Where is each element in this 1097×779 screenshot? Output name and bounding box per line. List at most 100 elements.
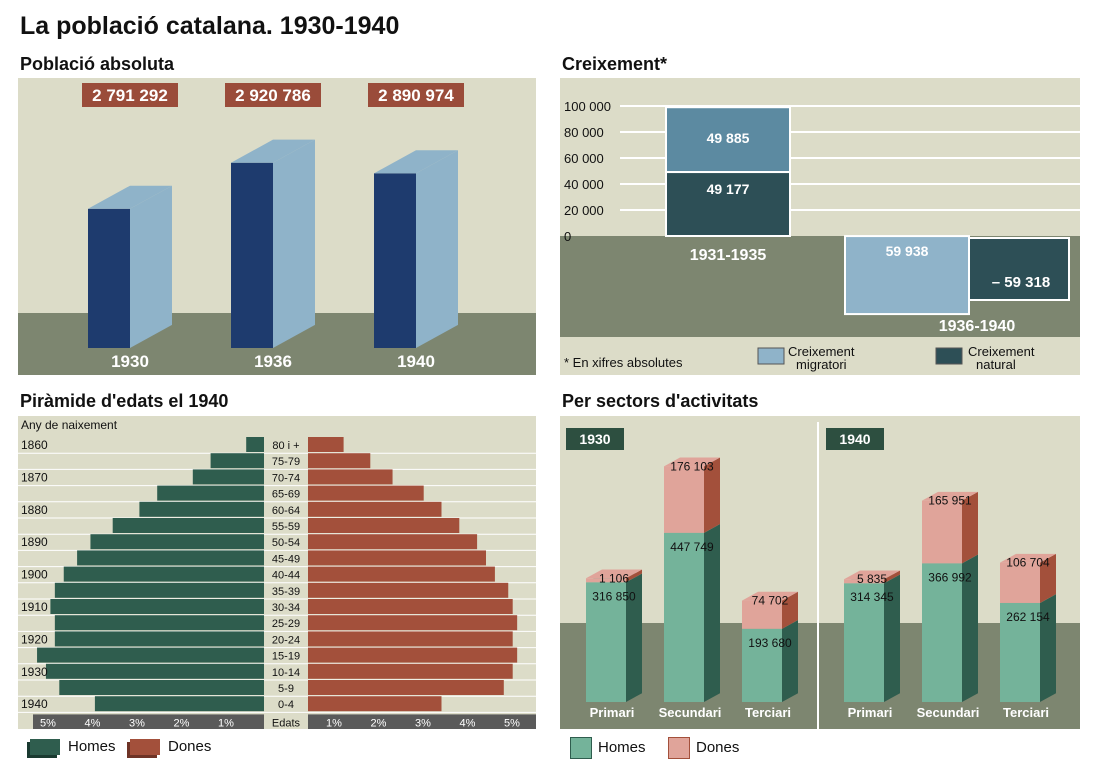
dones-value-label: 176 103 <box>670 459 714 473</box>
year-tag-box <box>566 428 624 450</box>
legend-label: migratori <box>796 357 847 372</box>
birth-year-label: 1940 <box>21 697 48 711</box>
birth-axis-label: Any de naixement <box>21 418 118 432</box>
value-label-box <box>225 83 321 107</box>
bar-dones <box>308 663 513 679</box>
age-group-label: 65-69 <box>272 489 300 501</box>
age-group-label: 50-54 <box>272 537 300 549</box>
population-bar-1936-side <box>273 139 315 348</box>
bar-dones <box>308 437 344 452</box>
age-axis-label: Edats <box>272 717 301 729</box>
bar-homes <box>45 663 265 679</box>
dones-value-label: 74 702 <box>752 594 789 608</box>
bar-value-label: 49 885 <box>707 130 750 146</box>
age-group-label: 0-4 <box>278 699 294 711</box>
absolute-population-chart: 2 791 292 1930 2 920 786 1936 2 890 974 1940 <box>18 78 536 375</box>
population-bar-1940-front <box>374 173 416 348</box>
homes-value-label: 193 680 <box>748 636 792 650</box>
bar-homes <box>94 696 265 712</box>
legend-swatch-dones <box>668 737 690 759</box>
legend-swatch-dones <box>130 739 160 755</box>
population-bar-1936-top <box>231 139 315 163</box>
sector-bar-homes-Secundari-side <box>962 554 978 702</box>
panel-title-growth: Creixement* <box>562 54 668 74</box>
sector-bar-homes-Primari-front <box>586 582 626 702</box>
bar-dones <box>308 550 486 566</box>
birth-year-label: 1890 <box>21 535 48 549</box>
age-group-label: 25-29 <box>272 618 300 630</box>
age-group-label: 20-24 <box>272 634 300 646</box>
bar-homes <box>192 469 264 485</box>
year-label: 1940 <box>397 352 435 371</box>
birth-year-label: 1860 <box>21 438 48 452</box>
bar-dones <box>308 485 424 501</box>
value-label-box <box>82 83 178 107</box>
sector-label: Terciari <box>1003 705 1049 720</box>
sector-bar-dones-Secundari-side <box>704 457 720 533</box>
birth-year-label: 1930 <box>21 665 48 679</box>
sector-bar-homes-Primari-side <box>884 574 900 702</box>
x-tick-label: 3% <box>415 717 431 729</box>
bar-homes <box>50 599 265 614</box>
bar-migratori-1936-1940 <box>844 235 970 316</box>
y-tick-label: 80 000 <box>564 125 604 140</box>
sector-bar-dones-Primari-top <box>586 569 642 579</box>
sector-label: Primari <box>590 705 635 720</box>
growth-chart: 100 000 80 000 60 000 40 000 20 000 0 49 885 49… <box>560 78 1080 375</box>
x-tick-label: 1% <box>218 717 234 729</box>
sector-bar-dones-Terciari-side <box>782 591 798 629</box>
sector-bar-dones-Secundari-front <box>664 466 704 533</box>
bar-natural-1931-1935 <box>665 171 791 237</box>
age-group-label: 30-34 <box>272 602 300 614</box>
age-group-label: 70-74 <box>272 472 300 484</box>
birth-year-label: 1880 <box>21 503 48 517</box>
population-bar-1930-side <box>130 185 172 348</box>
value-label: 2 890 974 <box>378 86 454 105</box>
sector-bar-dones-Secundari-front <box>922 500 962 564</box>
y-tick-label: 40 000 <box>564 177 604 192</box>
x-tick-label: 2% <box>371 717 387 729</box>
age-group-label: 75-79 <box>272 456 300 468</box>
bar-homes <box>139 501 264 517</box>
sector-bar-dones-Secundari-top <box>664 457 720 467</box>
period-label: 1931-1935 <box>690 247 767 264</box>
y-tick-label: 0 <box>564 229 571 244</box>
bar-dones <box>308 566 495 582</box>
x-tick-label: 5% <box>40 717 56 729</box>
x-tick-label: 5% <box>504 717 520 729</box>
bar-homes <box>37 647 264 663</box>
value-label: 2 920 786 <box>235 86 311 105</box>
population-bar-1940-top <box>374 150 458 174</box>
footnote: * En xifres absolutes <box>564 355 683 370</box>
bar-dones <box>308 599 513 614</box>
bar-value-label: – 59 318 <box>992 274 1050 291</box>
y-tick-label: 100 000 <box>564 99 611 114</box>
x-tick-label: 1% <box>326 717 342 729</box>
year-label: 1936 <box>254 352 292 371</box>
sector-bar-homes-Terciari-side <box>782 620 798 702</box>
sector-bar-dones-Terciari-top <box>1000 553 1056 563</box>
homes-value-label: 447 749 <box>670 540 714 554</box>
x-tick-label: 3% <box>129 717 145 729</box>
population-bar-1930-front <box>88 208 130 348</box>
bar-homes <box>54 615 264 631</box>
bar-dones <box>308 680 504 695</box>
dones-value-label: 106 704 <box>1006 556 1050 570</box>
legend-label-dones: Dones <box>696 739 740 756</box>
legend-swatch-migratori <box>757 347 785 365</box>
homes-value-label: 316 850 <box>592 589 636 603</box>
age-group-label: 60-64 <box>272 505 300 517</box>
age-group-label: 55-59 <box>272 521 300 533</box>
bar-homes <box>157 485 264 501</box>
sector-bar-dones-Secundari-top <box>922 491 978 501</box>
bar-dones <box>308 501 442 517</box>
legend-swatch-natural <box>935 347 963 365</box>
bar-homes <box>210 453 264 469</box>
sector-bar-dones-Terciari-side <box>1040 553 1056 603</box>
year-tag: 1940 <box>839 431 870 447</box>
year-label: 1930 <box>111 352 149 371</box>
population-bar-1930-top <box>88 185 172 209</box>
homes-value-label: 262 154 <box>1006 610 1050 624</box>
x-axis-strip-left <box>33 714 264 729</box>
homes-value-label: 366 992 <box>928 570 972 584</box>
